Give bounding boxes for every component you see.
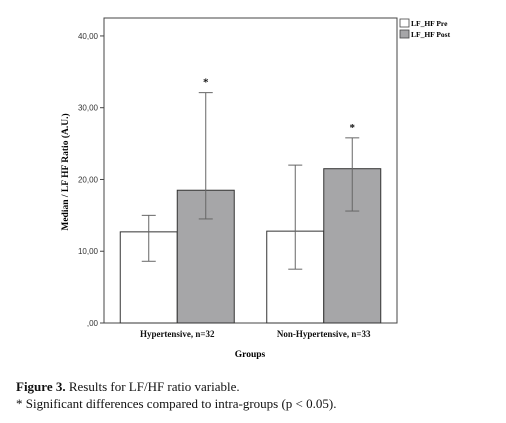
significance-marker: * [203,77,209,89]
plot-frame [103,17,398,324]
figure-label: Figure 3. [16,379,66,394]
significance-marker: * [350,122,356,134]
significance-note: * Significant differences compared to in… [16,396,337,411]
y-tick-label: 10,00 [78,247,99,256]
legend-label-pre: LF_HF Pre [411,19,448,28]
y-tick-label: 30,00 [78,104,99,113]
legend-swatch-post [399,29,410,39]
x-tick-label: Non-Hypertensive, n=33 [277,329,371,339]
y-tick-label: 40,00 [78,32,99,41]
y-tick-label: 20,00 [78,175,99,184]
y-axis-title: Median / LF HF Ratio (A.U.) [60,113,71,230]
x-axis-title: Groups [235,350,266,360]
x-tick-label: Hypertensive, n=32 [140,329,215,339]
chart: ,00 10,00 20,00 30,00 40,00 * Hypertensive, n=… [60,17,451,360]
figure-caption-text: Results for LF/HF ratio variable. [65,379,240,394]
legend-swatch-pre [399,18,410,28]
figure-caption: Figure 3. Results for LF/HF ratio variab… [16,379,240,395]
y-tick-label: ,00 [87,319,99,328]
legend-label-post: LF_HF Post [411,30,451,39]
legend: LF_HF Pre LF_HF Post [399,18,451,39]
